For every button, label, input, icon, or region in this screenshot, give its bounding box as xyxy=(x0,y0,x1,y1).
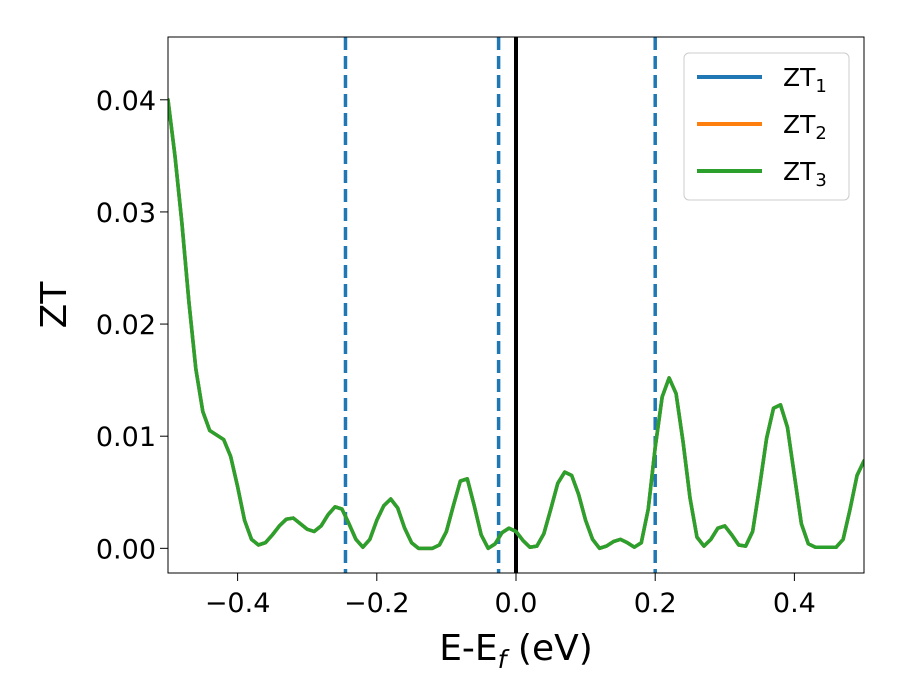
x-axis-ticks: −0.4 −0.2 0.0 0.2 0.4 xyxy=(205,573,816,619)
x-axis-label-main: E-E xyxy=(439,628,497,669)
legend-box xyxy=(683,52,850,201)
y-tick-label: 0.00 xyxy=(96,534,156,565)
legend-label-1: ZT1 xyxy=(783,63,827,97)
y-axis-ticks: 0.00 0.01 0.02 0.03 0.04 xyxy=(96,86,168,565)
x-axis-label-tail: (eV) xyxy=(506,628,592,669)
y-tick-label: 0.02 xyxy=(96,310,156,341)
series-lines xyxy=(168,98,864,551)
y-tick-label: 0.04 xyxy=(96,86,156,117)
x-axis-label: E-Ef (eV) xyxy=(439,628,593,674)
x-tick-label: 0.2 xyxy=(634,588,677,619)
x-tick-label: −0.2 xyxy=(344,588,410,619)
legend: ZT1 ZT2 ZT3 xyxy=(683,52,850,201)
reference-lines xyxy=(343,37,657,573)
legend-label-3: ZT3 xyxy=(783,157,827,191)
y-tick-label: 0.03 xyxy=(96,198,156,229)
series-line-3 xyxy=(168,98,864,551)
x-tick-label: 0.4 xyxy=(773,588,816,619)
legend-label-2: ZT2 xyxy=(783,110,827,144)
y-axis-label: ZT xyxy=(34,281,75,329)
x-tick-label: −0.4 xyxy=(205,588,271,619)
y-tick-label: 0.01 xyxy=(96,422,156,453)
x-tick-label: 0.0 xyxy=(495,588,538,619)
